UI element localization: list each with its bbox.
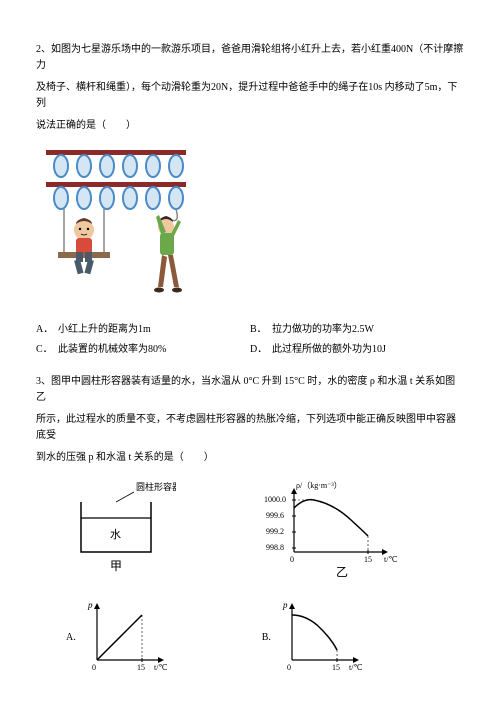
figure-jia: 圆柱形容器 水 甲	[66, 480, 176, 580]
fifteen-b: 15	[332, 663, 340, 672]
problem-3-line1: 图甲中圆柱形容器装有适量的水，当水温从 0°C 升到 15°C 时，水的密度 ρ…	[36, 376, 455, 403]
xtick-0: 0	[290, 555, 294, 564]
ytick-1000: 1000.0	[264, 495, 286, 504]
option-2b-text: 拉力做功的功率为2.5W	[272, 322, 374, 338]
problem-2-line3: 说法正确的是（ ）	[36, 118, 464, 134]
option-3a: A. p 0 15 t/℃	[66, 600, 172, 675]
option-3b-graph: p 0 15 t/℃	[277, 600, 367, 675]
jia-label: 甲	[110, 559, 122, 573]
problem-2-line2: 及椅子、横杆和绳重），每个动滑轮重为20N，提升过程中爸爸手中的绳子在10s 内…	[36, 80, 464, 112]
problem-3-number: 3、	[36, 376, 51, 387]
xtick-15: 15	[364, 555, 372, 564]
fifteen-a: 15	[137, 663, 145, 672]
option-2a: A． 小红上升的距离为1m	[36, 322, 250, 338]
problem-2-number: 2、	[36, 44, 51, 55]
option-2a-text: 小红上升的距离为1m	[58, 322, 151, 338]
t-label-b: t/℃	[349, 663, 362, 672]
p-label-a: p	[87, 600, 93, 610]
option-2c-letter: C．	[36, 342, 58, 358]
problem-2-stem: 2、如图为七星游乐场中的一款游乐项目，爸爸用滑轮组将小红升上去，若小红重400N…	[36, 42, 464, 74]
yi-label: 乙	[336, 565, 348, 579]
ytick-9988: 998.8	[266, 543, 284, 552]
density-x-label: t/℃	[384, 555, 397, 564]
option-2a-letter: A．	[36, 322, 58, 338]
option-2d: D． 此过程所做的额外功为10J	[250, 342, 464, 358]
ytick-9996: 999.6	[266, 511, 284, 520]
p-label-b: p	[282, 600, 288, 610]
option-2d-letter: D．	[250, 342, 272, 358]
option-3b: B. p 0 15 t/℃	[262, 600, 367, 675]
problem-3-line3: 到水的压强 p 和水温 t 关系的是（ ）	[36, 450, 464, 466]
problem-3-line2: 所示，此过程水的质量不变，不考虑圆柱形容器的热胀冷缩，下列选项中能正确反映图甲中…	[36, 412, 464, 444]
zero-a: 0	[92, 663, 96, 672]
option-2d-text: 此过程所做的额外功为10J	[272, 342, 386, 358]
problem-2-line1: 如图为七星游乐场中的一款游乐项目，爸爸用滑轮组将小红升上去，若小红重400N（不…	[36, 44, 463, 71]
option-3a-graph: p 0 15 t/℃	[82, 600, 172, 675]
option-3b-letter: B.	[262, 630, 271, 646]
option-2b-letter: B．	[250, 322, 272, 338]
problem-2-figure	[36, 142, 464, 312]
container-label: 圆柱形容器	[136, 481, 176, 492]
option-2c-text: 此装置的机械效率为80%	[58, 342, 166, 358]
t-label-a: t/℃	[154, 663, 167, 672]
option-2c: C． 此装置的机械效率为80%	[36, 342, 250, 358]
problem-3-stem: 3、图甲中圆柱形容器装有适量的水，当水温从 0°C 升到 15°C 时，水的密度…	[36, 374, 464, 406]
figure-yi: ρ/（kg·m⁻³） 1000.0 999.6 999.2 998.8 0 15…	[256, 480, 406, 580]
water-label: 水	[110, 528, 121, 541]
density-y-label: ρ/（kg·m⁻³）	[296, 481, 342, 490]
option-3a-letter: A.	[66, 630, 76, 646]
ytick-9992: 999.2	[266, 527, 284, 536]
zero-b: 0	[287, 663, 291, 672]
option-2b: B． 拉力做功的功率为2.5W	[250, 322, 464, 338]
